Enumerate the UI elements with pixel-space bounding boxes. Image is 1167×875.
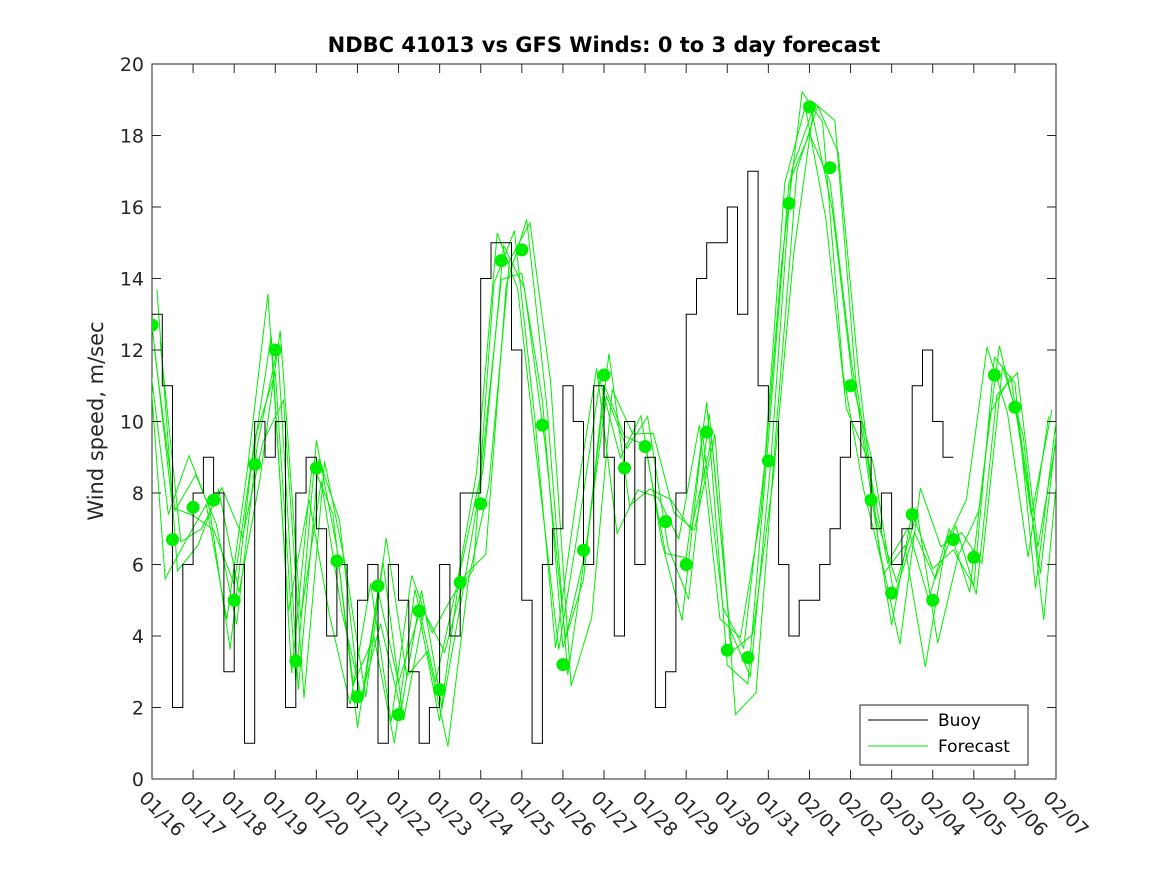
forecast-marker (761, 454, 775, 468)
y-tick-label: 14 (120, 269, 144, 291)
y-axis-label: Wind speed, m/sec (84, 321, 108, 520)
forecast-marker (371, 579, 385, 593)
forecast-marker (494, 254, 508, 268)
y-tick-label: 2 (132, 698, 144, 720)
forecast-marker (803, 100, 816, 114)
forecast-marker (289, 654, 303, 668)
y-tick-label: 16 (120, 197, 144, 219)
y-tick-label: 12 (120, 340, 144, 362)
forecast-marker (330, 554, 344, 568)
forecast-marker (885, 586, 899, 600)
forecast-marker (577, 543, 590, 557)
forecast-marker (659, 515, 673, 529)
forecast-marker (392, 708, 405, 722)
forecast-marker (453, 575, 467, 589)
forecast-marker (782, 196, 796, 210)
y-tick-label: 4 (132, 626, 144, 648)
y-tick-label: 18 (120, 126, 144, 148)
y-tick-label: 6 (132, 555, 144, 577)
forecast-line (159, 104, 1056, 747)
forecast-marker (207, 493, 221, 507)
forecast-marker (700, 425, 714, 439)
forecast-marker (946, 533, 960, 546)
forecast-marker (967, 550, 981, 564)
y-tick-label: 20 (120, 54, 144, 76)
forecast-marker (864, 493, 878, 507)
y-tick-label: 10 (120, 412, 144, 434)
forecast-marker (905, 508, 919, 521)
forecast-marker (309, 461, 323, 475)
y-tick-label: 0 (132, 769, 144, 791)
forecast-marker (679, 558, 693, 571)
forecast-marker (823, 161, 837, 175)
buoy-line (152, 170, 954, 744)
forecast-marker (638, 440, 652, 453)
forecast-marker (412, 604, 426, 618)
series-group (152, 90, 1056, 747)
forecast-marker (433, 683, 447, 697)
forecast-marker (535, 418, 549, 432)
forecast-line (152, 90, 1050, 722)
forecast-marker (227, 593, 241, 607)
forecast-marker (268, 343, 282, 357)
forecast-marker (248, 457, 262, 471)
forecast-marker (166, 533, 179, 546)
forecast-marker (186, 500, 200, 514)
forecast-marker (597, 368, 611, 382)
legend: Buoy Forecast (859, 704, 1029, 766)
forecast-marker (987, 368, 1001, 382)
forecast-marker (556, 658, 570, 672)
forecast-marker (926, 593, 940, 607)
forecast-marker (351, 690, 364, 704)
forecast-marker (1008, 400, 1022, 414)
plot-area (151, 63, 1057, 780)
y-tick-label: 8 (132, 483, 144, 505)
legend-box (859, 704, 1029, 766)
forecast-marker (152, 318, 159, 332)
forecast-marker (720, 643, 734, 657)
forecast-marker (844, 379, 857, 393)
legend-buoy-label: Buoy (938, 711, 981, 731)
forecast-marker (515, 243, 529, 257)
forecast-line (154, 110, 1056, 711)
chart-title: NDBC 41013 vs GFS Winds: 0 to 3 day fore… (328, 33, 881, 57)
forecast-marker (741, 651, 755, 664)
forecast-marker (474, 497, 488, 511)
forecast-marker (618, 461, 631, 475)
legend-forecast-label: Forecast (938, 737, 1010, 757)
